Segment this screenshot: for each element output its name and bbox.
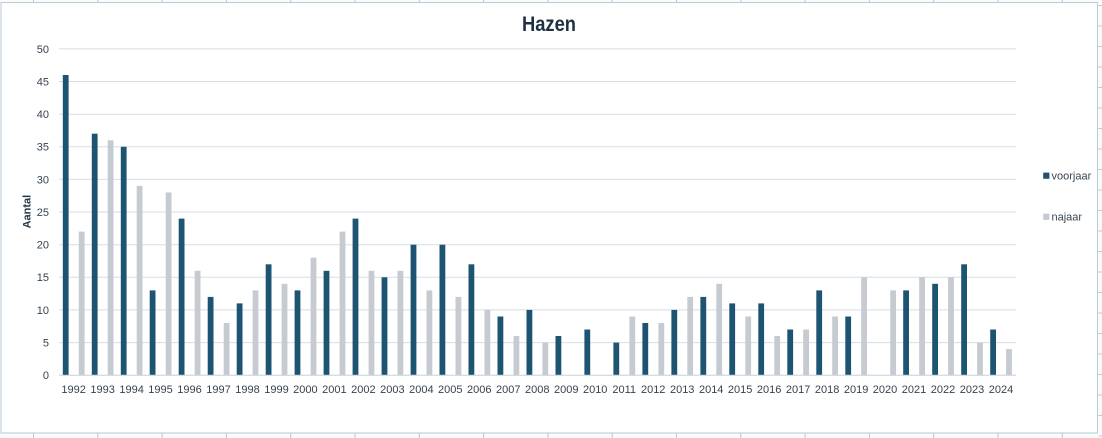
svg-text:10: 10 xyxy=(37,305,49,317)
svg-text:2001: 2001 xyxy=(322,384,346,396)
svg-text:2011: 2011 xyxy=(612,384,636,396)
svg-text:1994: 1994 xyxy=(119,384,143,396)
svg-text:2004: 2004 xyxy=(409,384,433,396)
svg-text:40: 40 xyxy=(37,109,49,121)
svg-text:1992: 1992 xyxy=(61,384,85,396)
svg-text:Hazen: Hazen xyxy=(522,13,576,36)
svg-text:1998: 1998 xyxy=(235,384,259,396)
svg-text:30: 30 xyxy=(37,174,49,186)
svg-text:2012: 2012 xyxy=(641,384,665,396)
svg-text:1995: 1995 xyxy=(148,384,172,396)
svg-text:2010: 2010 xyxy=(583,384,607,396)
svg-text:najaar: najaar xyxy=(1052,212,1083,224)
svg-text:2015: 2015 xyxy=(728,384,752,396)
svg-text:1997: 1997 xyxy=(206,384,230,396)
svg-text:20: 20 xyxy=(37,240,49,252)
svg-text:25: 25 xyxy=(37,207,49,219)
svg-text:2003: 2003 xyxy=(380,384,404,396)
svg-text:2013: 2013 xyxy=(670,384,694,396)
svg-text:Aantal: Aantal xyxy=(21,195,33,229)
svg-text:50: 50 xyxy=(37,44,49,56)
svg-text:1999: 1999 xyxy=(264,384,288,396)
svg-text:2022: 2022 xyxy=(931,384,955,396)
svg-text:voorjaar: voorjaar xyxy=(1052,171,1092,183)
svg-text:2017: 2017 xyxy=(786,384,810,396)
svg-text:2005: 2005 xyxy=(438,384,462,396)
svg-text:2006: 2006 xyxy=(467,384,491,396)
svg-text:1996: 1996 xyxy=(177,384,201,396)
svg-text:2020: 2020 xyxy=(873,384,897,396)
svg-text:2024: 2024 xyxy=(989,384,1013,396)
svg-text:2007: 2007 xyxy=(496,384,520,396)
svg-text:2014: 2014 xyxy=(699,384,723,396)
svg-text:0: 0 xyxy=(43,370,49,382)
svg-text:5: 5 xyxy=(43,338,49,350)
svg-text:35: 35 xyxy=(37,142,49,154)
svg-text:2009: 2009 xyxy=(554,384,578,396)
svg-text:2019: 2019 xyxy=(844,384,868,396)
svg-text:2000: 2000 xyxy=(293,384,317,396)
svg-text:15: 15 xyxy=(37,272,49,284)
svg-text:2018: 2018 xyxy=(815,384,839,396)
svg-text:2023: 2023 xyxy=(960,384,984,396)
svg-text:45: 45 xyxy=(37,76,49,88)
svg-text:2016: 2016 xyxy=(757,384,781,396)
svg-text:2002: 2002 xyxy=(351,384,375,396)
svg-text:1993: 1993 xyxy=(90,384,114,396)
svg-text:2008: 2008 xyxy=(525,384,549,396)
svg-text:2021: 2021 xyxy=(902,384,926,396)
